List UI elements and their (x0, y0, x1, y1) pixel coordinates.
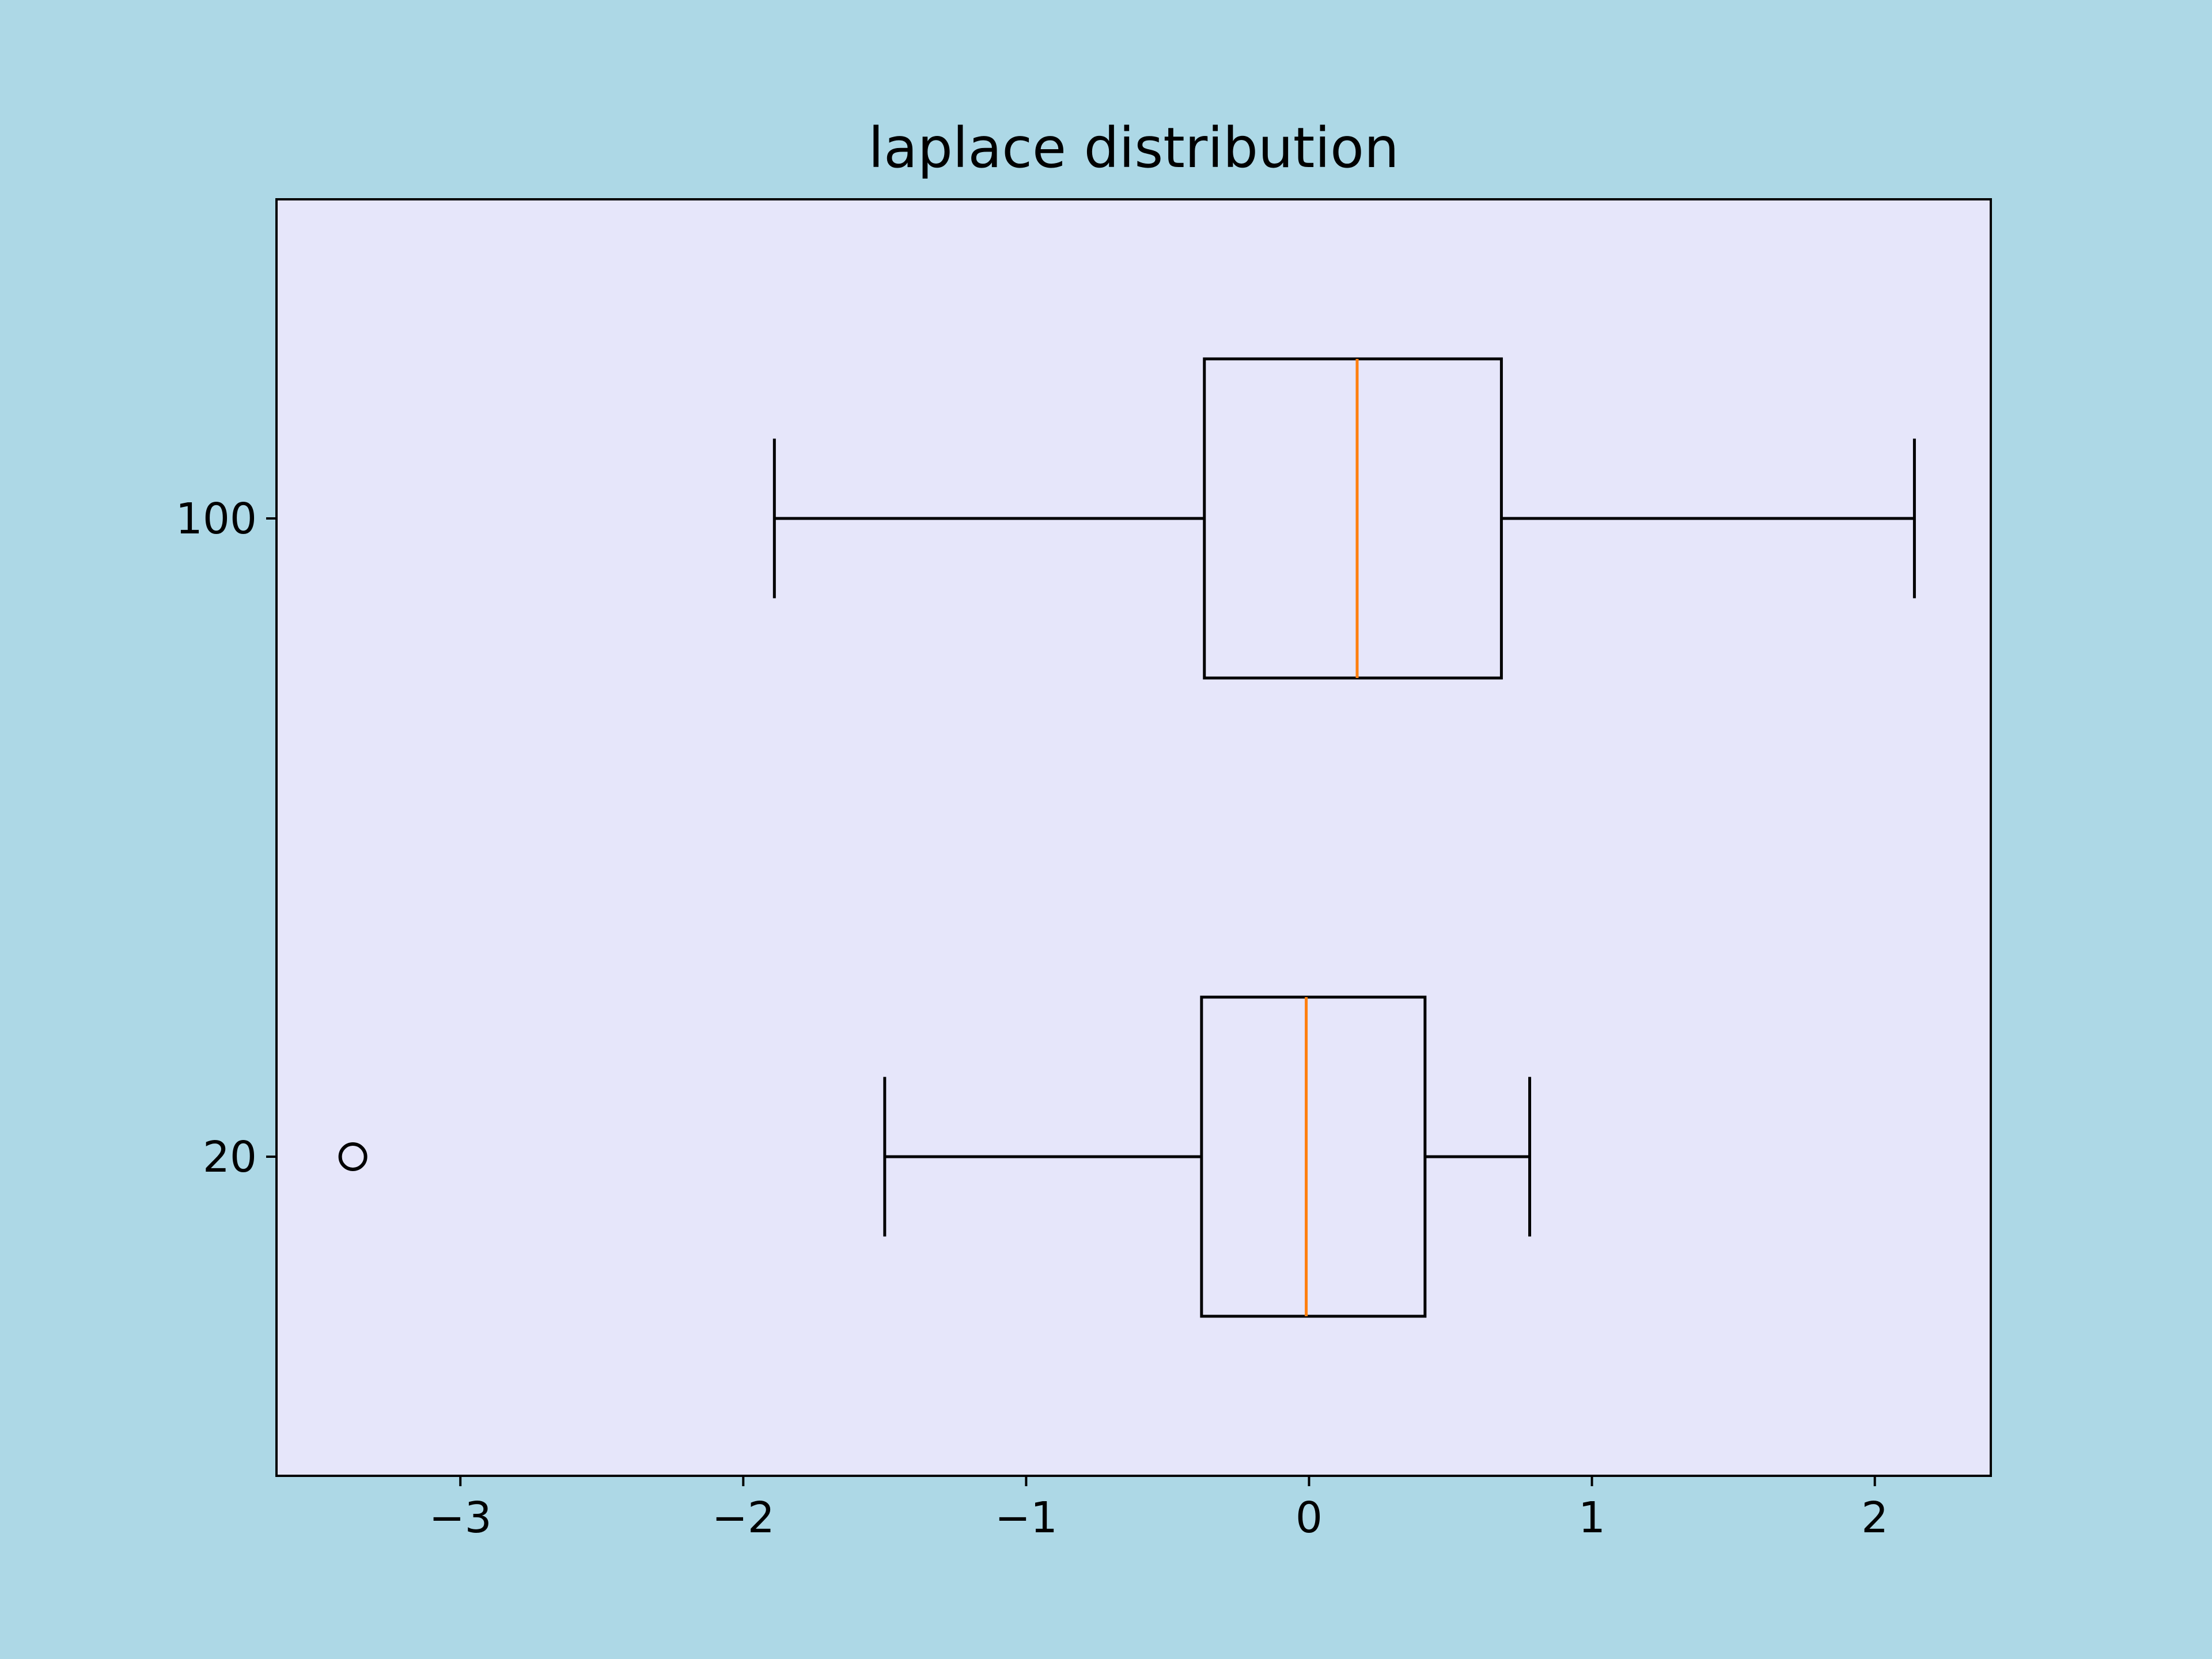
x-tick-label: 0 (1296, 1493, 1323, 1543)
x-axis: −3 −2 −1 0 1 2 (429, 1476, 1888, 1543)
box-marks (338, 357, 1916, 1318)
y-tick-label: 100 (176, 494, 257, 544)
boxplot-100 (772, 357, 1916, 680)
outlier-point (338, 1142, 368, 1171)
y-tick-label: 20 (203, 1132, 257, 1182)
boxplot-20 (338, 995, 1532, 1318)
y-axis: 20 100 (176, 494, 276, 1182)
x-tick-label: −3 (429, 1493, 492, 1543)
plot-area (275, 198, 1992, 1477)
x-tick-label: −2 (712, 1493, 775, 1543)
x-tick-label: −1 (995, 1493, 1058, 1543)
box-iqr (1200, 995, 1427, 1318)
box-iqr (1203, 357, 1503, 680)
x-tick-label: 2 (1861, 1493, 1888, 1543)
x-tick-label: 1 (1578, 1493, 1605, 1543)
chart-title: laplace distribution (868, 116, 1399, 180)
